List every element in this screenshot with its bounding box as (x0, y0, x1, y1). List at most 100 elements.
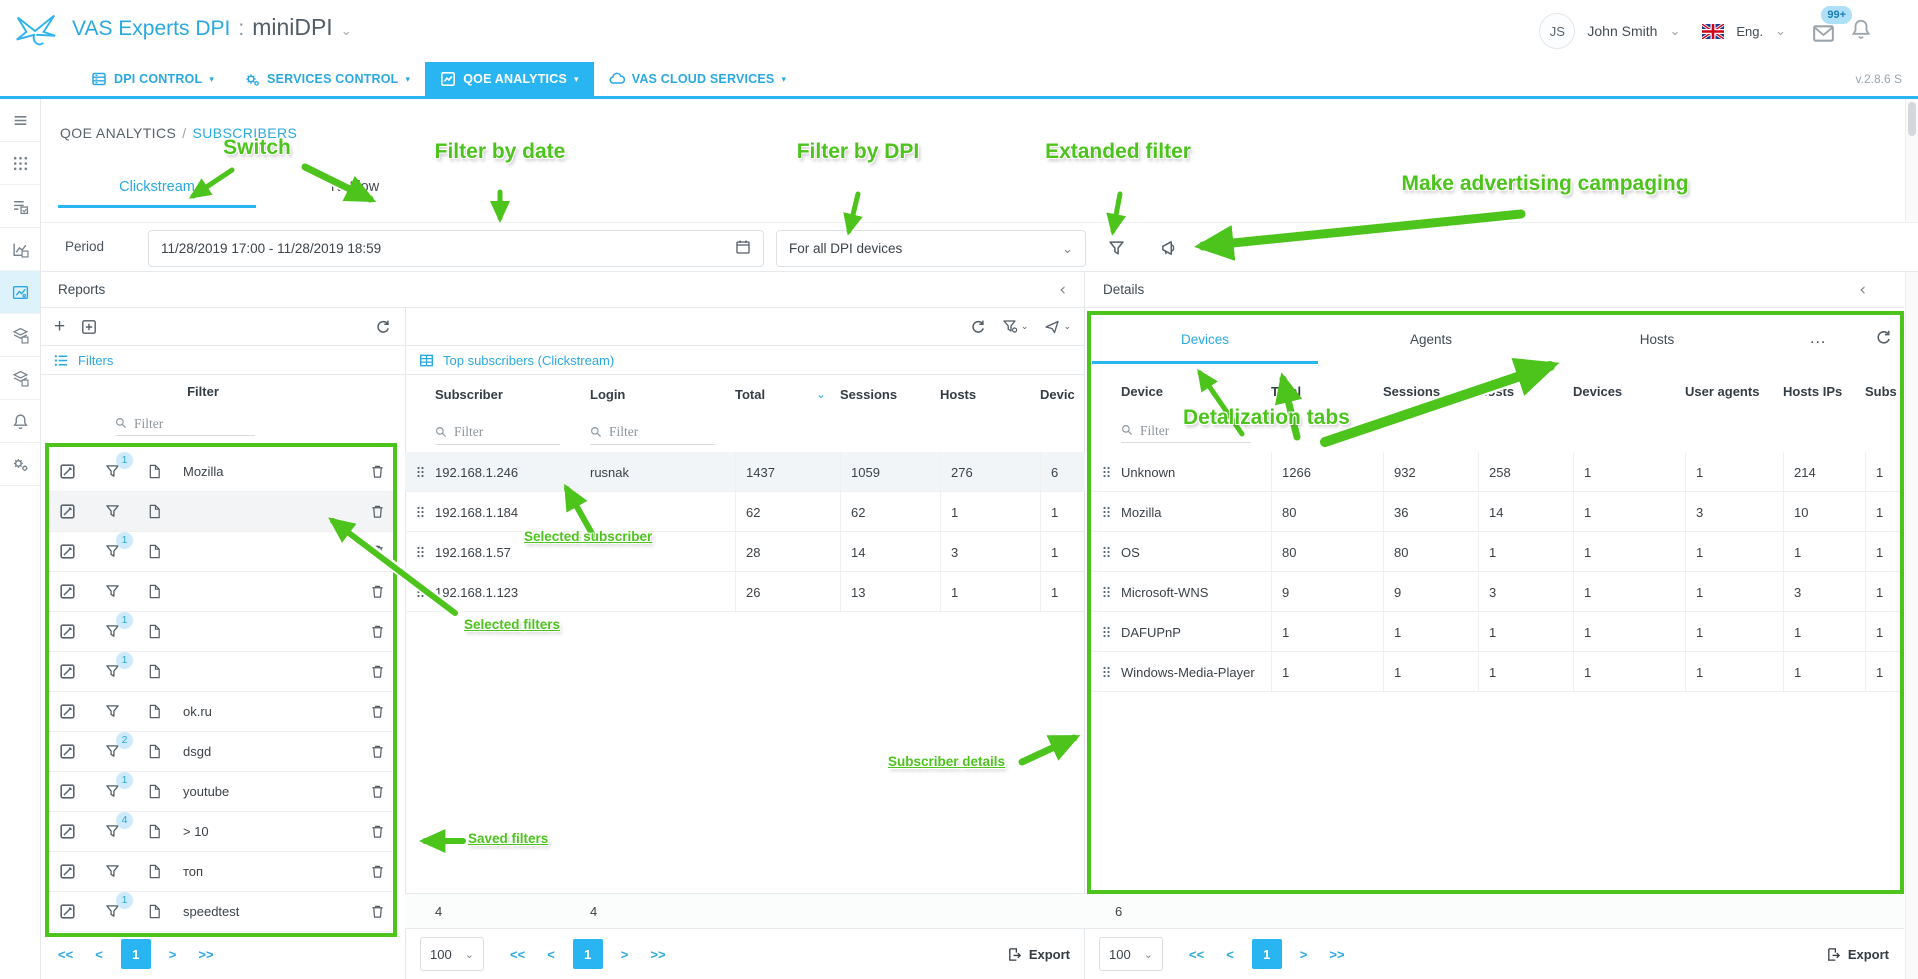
col-devices[interactable]: Devices (1573, 383, 1623, 399)
tab-clickstream[interactable]: Clickstream (58, 168, 256, 208)
language-caret-icon[interactable]: ⌄ (1775, 23, 1786, 38)
tab-devices[interactable]: Devices (1092, 318, 1318, 364)
extended-filter-button[interactable] (1102, 235, 1130, 261)
nav-dpi-control[interactable]: DPI CONTROL ▾ (76, 62, 229, 96)
delete-filter-button[interactable] (357, 864, 397, 879)
filter-funnel-icon[interactable]: 1 (99, 651, 133, 685)
filter-funnel-icon[interactable] (99, 499, 125, 525)
filter-checkbox[interactable] (49, 863, 87, 880)
drag-handle-icon[interactable] (1091, 586, 1121, 598)
filter-checkbox[interactable] (49, 543, 87, 560)
pager-prev[interactable]: < (547, 946, 555, 962)
sidebar-item[interactable] (0, 142, 40, 185)
filter-checkbox[interactable] (49, 903, 87, 920)
delete-filter-button[interactable] (357, 504, 397, 519)
dpi-device-select[interactable]: For all DPI devices ⌄ (776, 230, 1086, 267)
period-date-input[interactable]: 11/28/2019 17:00 - 11/28/2019 18:59 (148, 230, 764, 267)
col-hosts-ips[interactable]: Hosts IPs (1783, 383, 1843, 399)
sidebar-item[interactable] (0, 400, 40, 443)
table-refresh-button[interactable] (970, 319, 986, 335)
page-size-select[interactable]: 100 ⌄ (420, 937, 484, 971)
subscriber-row[interactable]: 192.168.1.184 62 62 1 1 (405, 492, 1085, 532)
filter-row[interactable]: 2 dsgd (49, 731, 397, 772)
pager-first[interactable]: << (58, 946, 74, 962)
delete-filter-button[interactable] (357, 544, 397, 559)
drag-handle-icon[interactable] (405, 506, 435, 518)
table-filter-settings-button[interactable]: ⌄ (1002, 319, 1028, 335)
notifications-icon[interactable] (1850, 18, 1872, 45)
device-row[interactable]: Microsoft-WNS 9 9 3 1 1 3 1 (1091, 572, 1903, 612)
filter-funnel-icon[interactable]: 1 (99, 771, 133, 805)
col-devices[interactable]: Devic (1040, 386, 1075, 402)
user-menu-caret-icon[interactable]: ⌄ (1669, 23, 1681, 38)
col-total[interactable]: Total (735, 386, 766, 402)
pager-first[interactable]: << (510, 946, 526, 962)
export-button[interactable]: Export (1007, 947, 1070, 962)
filter-funnel-icon[interactable]: 1 (99, 611, 133, 645)
instance-caret-icon[interactable]: ⌄ (340, 23, 352, 38)
delete-filter-button[interactable] (357, 664, 397, 679)
avatar[interactable]: JS (1539, 13, 1576, 49)
filter-row[interactable]: ok.ru (49, 692, 397, 732)
sidebar-item[interactable] (0, 185, 40, 228)
delete-filter-button[interactable] (357, 584, 397, 599)
filter-funnel-icon[interactable]: 1 (99, 531, 133, 565)
filter-row[interactable]: 1 youtube (49, 771, 397, 812)
panel-divider[interactable] (405, 308, 406, 979)
filter-funnel-icon[interactable]: 1 (99, 891, 133, 925)
advertising-campaign-button[interactable] (1155, 235, 1183, 261)
drag-handle-icon[interactable] (1091, 546, 1121, 558)
breadcrumb-page[interactable]: SUBSCRIBERS (192, 125, 298, 141)
filter-checkbox[interactable] (49, 463, 87, 480)
drag-handle-icon[interactable] (405, 546, 435, 558)
col-device[interactable]: Device (1121, 383, 1163, 399)
filter-checkbox[interactable] (49, 743, 87, 760)
subscriber-row[interactable]: 192.168.1.123 26 13 1 1 (405, 572, 1085, 612)
filter-checkbox[interactable] (49, 583, 87, 600)
pager-current-page[interactable]: 1 (572, 939, 603, 969)
filter-row[interactable]: 1 (49, 531, 397, 572)
filter-funnel-icon[interactable]: 1 (99, 451, 133, 485)
filter-row[interactable]: 1 speedtest (49, 891, 397, 932)
tab-agents[interactable]: Agents (1409, 332, 1453, 347)
nav-services-control[interactable]: SERVICES CONTROL ▾ (229, 62, 425, 96)
tab-netflow[interactable]: Netflow (330, 178, 380, 195)
col-sessions[interactable]: Sessions (1383, 383, 1441, 399)
delete-filter-button[interactable] (357, 624, 397, 639)
pager-prev[interactable]: < (95, 946, 103, 962)
filters-section-header[interactable]: Filters (40, 346, 405, 375)
filter-funnel-icon[interactable]: 2 (99, 731, 133, 765)
instance-name[interactable]: miniDPI (252, 14, 333, 40)
device-row[interactable]: Mozilla 80 36 14 1 3 10 1 (1091, 492, 1903, 532)
pager-prev[interactable]: < (1226, 946, 1234, 962)
filter-row[interactable]: 1 (49, 651, 397, 692)
device-row[interactable]: DAFUPnP 1 1 1 1 1 1 1 (1091, 612, 1903, 652)
nav-vas-cloud-services[interactable]: VAS CLOUD SERVICES ▾ (594, 62, 801, 96)
pager-last[interactable]: >> (1329, 946, 1345, 962)
login-search-input[interactable] (609, 424, 699, 440)
sidebar-item[interactable] (0, 99, 40, 142)
subscriber-row[interactable]: 192.168.1.57 28 14 3 1 (405, 532, 1085, 572)
delete-filter-button[interactable] (357, 704, 397, 719)
device-row[interactable]: Unknown 1266 932 258 1 1 214 1 (1091, 452, 1903, 492)
sidebar-item[interactable] (0, 228, 40, 271)
drag-handle-icon[interactable] (405, 466, 435, 478)
filter-checkbox[interactable] (49, 503, 87, 520)
pager-next[interactable]: > (1299, 946, 1308, 962)
filter-checkbox[interactable] (49, 783, 87, 800)
subscriber-search-input[interactable] (454, 424, 544, 440)
sidebar-item[interactable] (0, 314, 40, 357)
filter-funnel-icon[interactable]: 4 (99, 811, 133, 845)
delete-filter-button[interactable] (357, 904, 397, 919)
filter-checkbox[interactable] (49, 623, 87, 640)
filter-row[interactable]: 1 Mozilla (49, 451, 397, 492)
col-hosts[interactable]: Hosts (1478, 383, 1515, 399)
vertical-scrollbar[interactable] (1905, 99, 1918, 979)
drag-handle-icon[interactable] (1091, 466, 1121, 478)
drag-handle-icon[interactable] (1091, 506, 1121, 518)
export-button[interactable]: Export (1826, 947, 1889, 962)
details-refresh-button[interactable] (1875, 329, 1892, 351)
pager-next[interactable]: > (168, 946, 177, 962)
delete-filter-button[interactable] (357, 744, 397, 759)
pager-first[interactable]: << (1189, 946, 1205, 962)
